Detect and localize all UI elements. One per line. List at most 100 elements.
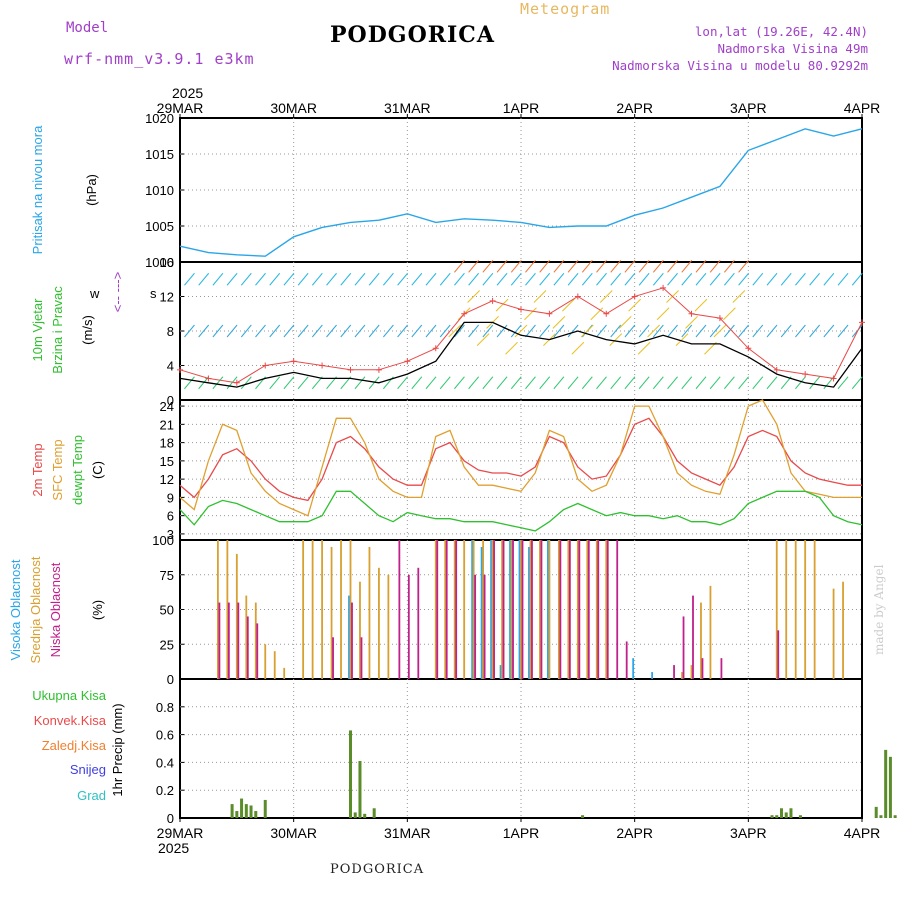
gust-marker [262, 362, 269, 369]
cloud-bar-1 [254, 602, 257, 679]
wind-barb [567, 272, 579, 286]
y-tick-wind: 16 [160, 255, 174, 270]
wind-barb [681, 259, 693, 273]
cloud-bar-1 [491, 540, 494, 679]
wind-barb [482, 376, 494, 390]
cloud-bar-1 [264, 644, 267, 679]
wind-barb-strong [675, 333, 689, 346]
precip-bar [789, 808, 793, 818]
cloud-bar-1 [804, 540, 807, 679]
wind-barb [297, 376, 309, 390]
wind-barb [283, 272, 295, 286]
wind-barb [226, 376, 238, 390]
wind-barb [667, 259, 678, 273]
wind-barb [255, 324, 266, 338]
wind-barb [851, 376, 863, 390]
wind-barb [638, 272, 650, 286]
cloud-bar-1 [482, 540, 485, 679]
wind-barb [311, 324, 323, 338]
precip-bar [879, 815, 883, 818]
y-tick-temperature: 6 [167, 509, 174, 524]
wind-barb [596, 376, 607, 390]
precip-bar [254, 811, 258, 818]
cloud-bar-2 [531, 540, 533, 679]
wind-barb-strong [647, 324, 660, 338]
wind-barb [297, 324, 309, 338]
ylabel-pressure: Pritisak na nivou mora [30, 125, 45, 254]
cloud-bar-2 [597, 540, 600, 679]
cloud-bar-1 [520, 540, 522, 679]
footer-station: PODGORICA [330, 862, 425, 877]
wind-barb [454, 272, 465, 286]
wind-barb [724, 376, 735, 390]
wind-barb [439, 324, 451, 338]
cloud-bar-0 [651, 672, 654, 679]
gust-marker [404, 358, 411, 365]
wind-barb [354, 376, 366, 390]
cloud-bar-1 [359, 581, 361, 679]
wind-barb [383, 324, 394, 338]
date-label-bottom: 30MAR [270, 825, 317, 841]
wind-legend-arrow: <-- ---> [110, 272, 125, 312]
cloud-bar-1 [567, 540, 570, 679]
cloud-bar-2 [682, 616, 685, 679]
precip-bar [874, 806, 878, 818]
precip-legend-item: Snijeg [70, 762, 106, 777]
coordinates: lon,lat (19.26E, 42.4N) [694, 24, 868, 39]
wind-barb [525, 324, 536, 338]
wind-barb [596, 259, 607, 273]
precip-bar [893, 815, 897, 818]
wind-barb [780, 376, 792, 390]
cloud-bar-1 [378, 567, 380, 679]
wind-barb-strong [495, 298, 509, 312]
cloud-bar-2 [701, 658, 704, 679]
precip-bar [263, 799, 267, 818]
cloud-bar-1 [472, 540, 475, 679]
y-tick-temperature: 18 [160, 436, 174, 451]
wind-barb [226, 324, 238, 338]
date-label-top: 2APR [616, 100, 653, 116]
ylabel-temp-unit: (C) [90, 461, 105, 479]
wind-barb [482, 272, 494, 286]
wind-barb [269, 324, 281, 338]
wind-barb [425, 324, 437, 338]
cloud-bar-2 [351, 602, 353, 679]
y-tick-clouds: 50 [160, 603, 174, 618]
cloud-bar-2 [502, 540, 505, 679]
wind-barb [823, 324, 835, 338]
wind-barb-strong [637, 341, 651, 355]
wind-barb [397, 324, 408, 338]
y-tick-temperature: 21 [160, 417, 174, 432]
y-tick-clouds: 25 [160, 637, 174, 652]
wind-barb-strong [514, 324, 528, 338]
gust-marker [347, 366, 354, 373]
date-label-top: 31MAR [384, 100, 431, 116]
date-label-bottom: 4APR [844, 825, 881, 841]
wind-barb [553, 324, 565, 338]
y-tick-temperature: 15 [160, 454, 174, 469]
gust-marker [233, 379, 240, 386]
wind-barb [652, 272, 664, 286]
wind-barb [596, 272, 607, 286]
wind-barb [752, 272, 764, 286]
wind-barb [184, 272, 195, 286]
y-tick-clouds: 100 [152, 533, 174, 548]
wind-barb [368, 376, 380, 390]
precip-bar [581, 815, 585, 818]
date-label-top: 29MAR [157, 100, 204, 116]
cloud-bar-1 [226, 540, 229, 679]
cloud-bar-1 [321, 540, 323, 679]
year-label-top: 2025 [172, 85, 203, 101]
wind-barb [468, 324, 480, 338]
ylabel-precip-unit: 1hr Precip (mm) [110, 703, 125, 796]
date-label-bottom: 31MAR [384, 825, 431, 841]
wind-barb [525, 376, 536, 390]
cloud-bar-1 [586, 540, 589, 679]
wind-barb-strong [685, 316, 698, 329]
gust-marker [830, 375, 837, 382]
gust-marker [518, 306, 524, 313]
wind-barb [681, 376, 693, 390]
wind-barb [610, 376, 622, 390]
cloud-bar-2 [474, 574, 477, 679]
wind-legend-s: s [150, 286, 157, 301]
